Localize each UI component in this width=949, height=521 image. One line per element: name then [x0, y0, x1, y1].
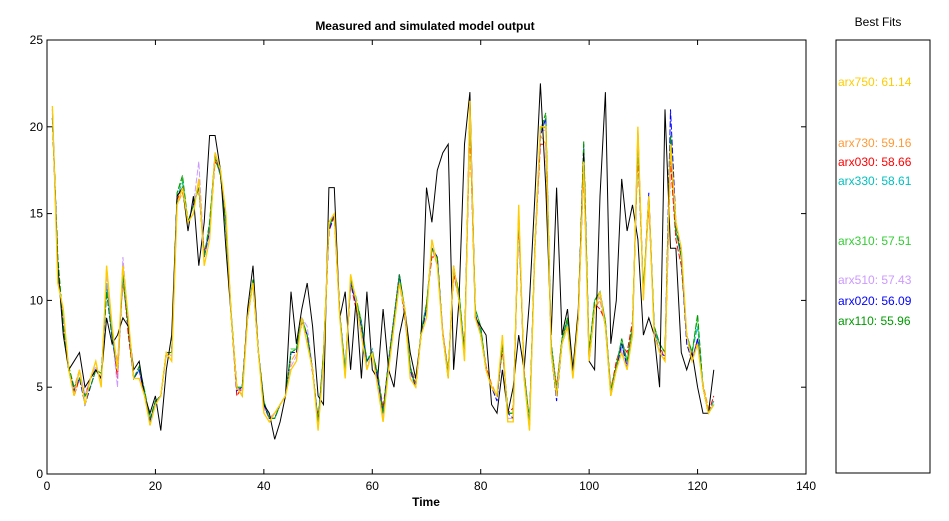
measured-layer: [51, 83, 715, 440]
x-tick-label: 0: [44, 479, 51, 493]
x-tick-label: 20: [149, 479, 163, 493]
x-tick-label: 140: [796, 479, 816, 493]
legend-title: Best Fits: [855, 15, 902, 29]
series-line-arx750-top: [51, 100, 715, 431]
legend-item-arx020: arx020: 56.09: [838, 294, 912, 308]
x-tick-label: 80: [474, 479, 488, 493]
legend-items: arx750: 61.14 arx730: 59.16 arx030: 58.66 a…: [838, 75, 912, 328]
x-tick-label: 60: [366, 479, 380, 493]
legend-item-arx750: arx750: 61.14: [838, 75, 912, 89]
x-tick-label: 120: [688, 479, 708, 493]
y-tick-label: 0: [36, 467, 43, 481]
legend-item-arx110: arx110: 55.96: [838, 314, 911, 328]
y-tick-label: 15: [30, 207, 44, 221]
x-tick-label: 40: [257, 479, 271, 493]
legend-item-arx030: arx030: 58.66: [838, 155, 912, 169]
chart-title: Measured and simulated model output: [315, 19, 534, 33]
legend-item-arx510: arx510: 57.43: [838, 273, 912, 287]
x-axis-label: Time: [412, 495, 440, 509]
x-tick-label: 100: [579, 479, 599, 493]
axis-ticks: 0 20 40 60 80 100 120 140 0 5 10 15 20 25: [30, 33, 817, 493]
legend-item-arx730: arx730: 59.16: [838, 136, 912, 150]
y-tick-label: 20: [30, 120, 44, 134]
legend-item-arx310: arx310: 57.51: [838, 234, 912, 248]
y-tick-label: 25: [30, 33, 44, 47]
y-tick-label: 5: [36, 380, 43, 394]
legend-item-arx330: arx330: 58.61: [838, 174, 912, 188]
legend-box: [835, 39, 931, 474]
y-tick-label: 10: [30, 293, 44, 307]
plot-area: [46, 39, 807, 475]
measured-output-line: [51, 83, 715, 440]
